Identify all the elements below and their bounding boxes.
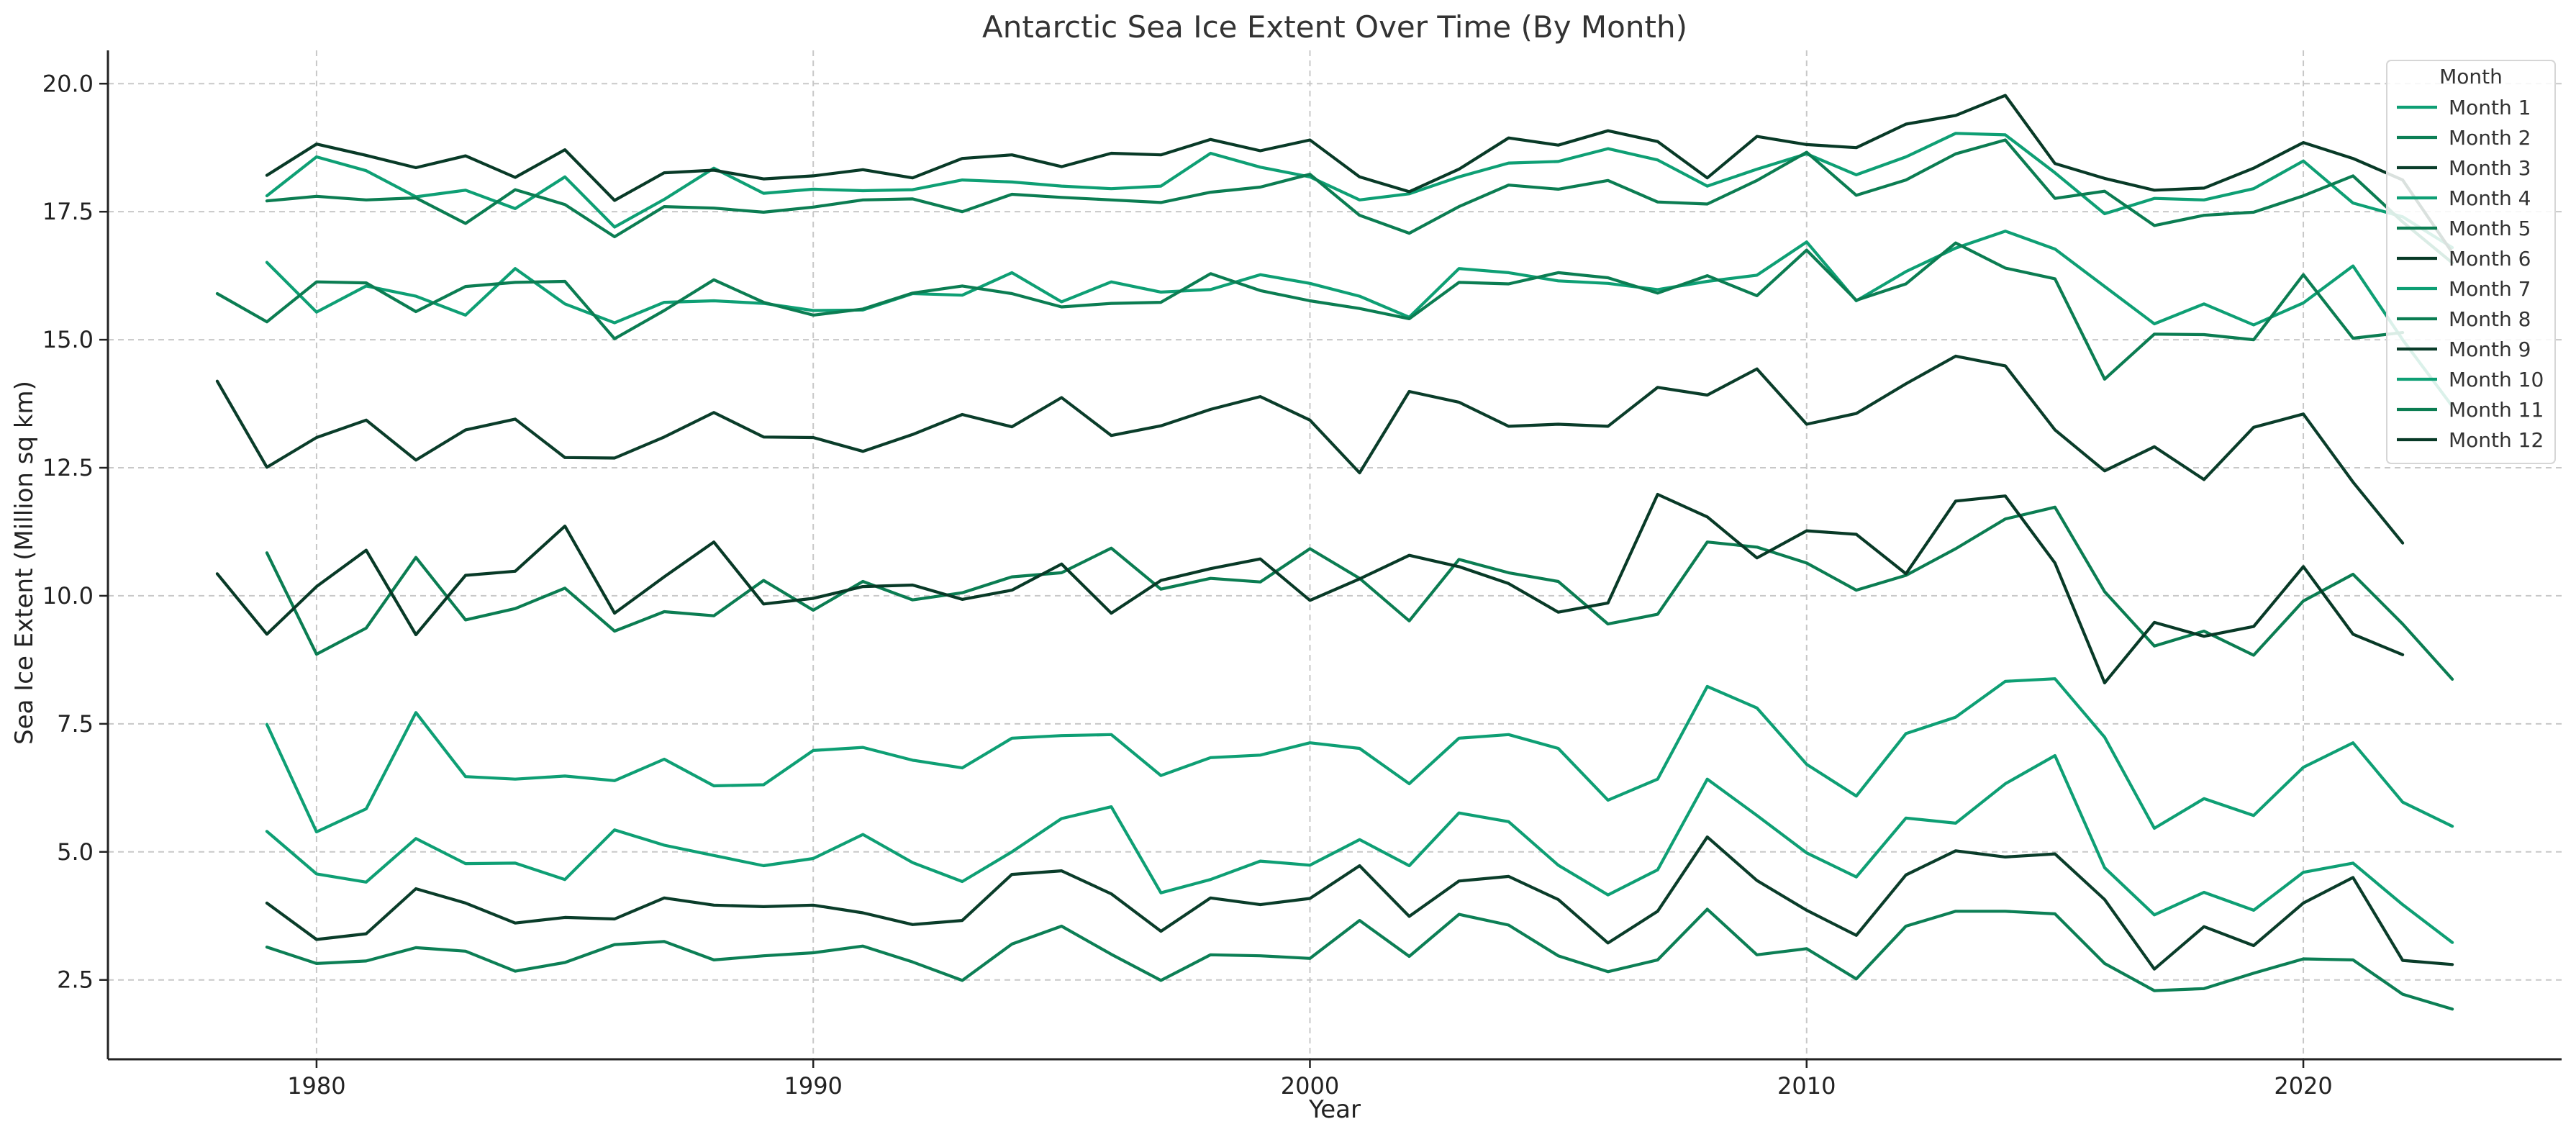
series-line-month-9 bbox=[215, 354, 2405, 545]
x-tick-label: 2010 bbox=[1777, 1072, 1836, 1100]
legend-label: Month 1 bbox=[2449, 96, 2531, 119]
legend-label: Month 3 bbox=[2449, 156, 2531, 180]
legend-label: Month 7 bbox=[2449, 277, 2531, 301]
series-line-month-3 bbox=[265, 835, 2454, 971]
legend-item: Month 1 bbox=[2397, 96, 2531, 119]
legend-item: Month 12 bbox=[2397, 428, 2544, 452]
legend-item: Month 4 bbox=[2397, 186, 2531, 210]
y-tick-label: 7.5 bbox=[57, 710, 94, 738]
series-line-month-1 bbox=[265, 753, 2454, 944]
series-line-month-11 bbox=[265, 138, 2454, 265]
legend-label: Month 11 bbox=[2449, 398, 2544, 422]
y-axis-label: Sea Ice Extent (Million sq km) bbox=[10, 381, 39, 745]
y-tick-label: 2.5 bbox=[57, 966, 94, 994]
chart-title: Antarctic Sea Ice Extent Over Time (By M… bbox=[982, 9, 1687, 45]
axes: 1980 1990 2000 2010 2020 2.5 5.0 7.5 10.0 12.5 15.… bbox=[42, 50, 2562, 1100]
series-line-month-8 bbox=[215, 241, 2405, 381]
x-axis-label: Year bbox=[1308, 1095, 1361, 1124]
legend-item: Month 6 bbox=[2397, 247, 2531, 271]
legend-item: Month 7 bbox=[2397, 277, 2531, 301]
series-lines bbox=[215, 94, 2454, 1011]
x-tick-label: 1980 bbox=[287, 1072, 345, 1100]
y-tick-label: 20.0 bbox=[42, 70, 94, 97]
series-line-month-5 bbox=[265, 505, 2454, 681]
y-tick-label: 5.0 bbox=[57, 838, 94, 866]
legend-label: Month 4 bbox=[2449, 186, 2531, 210]
legend-items: Month 1 Month 2 Month 3 Month 4 Month 5 Month… bbox=[2397, 96, 2544, 452]
y-tick-label: 10.0 bbox=[42, 582, 94, 610]
series-line-month-4 bbox=[265, 677, 2454, 834]
legend-item: Month 3 bbox=[2397, 156, 2531, 180]
x-tick-label: 2020 bbox=[2274, 1072, 2332, 1100]
series-line-month-12 bbox=[265, 94, 2454, 255]
legend-item: Month 5 bbox=[2397, 217, 2531, 240]
legend-item: Month 9 bbox=[2397, 338, 2531, 361]
y-tick-label: 12.5 bbox=[42, 454, 94, 481]
y-tick-label: 17.5 bbox=[42, 198, 94, 225]
legend-label: Month 12 bbox=[2449, 428, 2544, 452]
x-tick-label: 1990 bbox=[784, 1072, 842, 1100]
legend-item: Month 2 bbox=[2397, 126, 2531, 150]
legend-title: Month bbox=[2439, 65, 2503, 89]
legend-label: Month 6 bbox=[2449, 247, 2531, 271]
y-tick-label: 15.0 bbox=[42, 326, 94, 353]
legend-label: Month 10 bbox=[2449, 368, 2544, 391]
x-tick-label: 2000 bbox=[1281, 1072, 1339, 1100]
series-line-month-10 bbox=[265, 132, 2454, 250]
legend-item: Month 10 bbox=[2397, 368, 2544, 391]
legend-label: Month 5 bbox=[2449, 217, 2531, 240]
series-line-month-2 bbox=[265, 907, 2454, 1011]
legend-label: Month 2 bbox=[2449, 126, 2531, 150]
grid bbox=[108, 50, 2562, 1059]
legend-label: Month 8 bbox=[2449, 307, 2531, 331]
legend-item: Month 11 bbox=[2397, 398, 2544, 422]
legend-label: Month 9 bbox=[2449, 338, 2531, 361]
series-line-month-7 bbox=[265, 230, 2454, 408]
legend-item: Month 8 bbox=[2397, 307, 2531, 331]
series-line-month-6 bbox=[215, 492, 2405, 685]
legend-box bbox=[2386, 60, 2556, 464]
